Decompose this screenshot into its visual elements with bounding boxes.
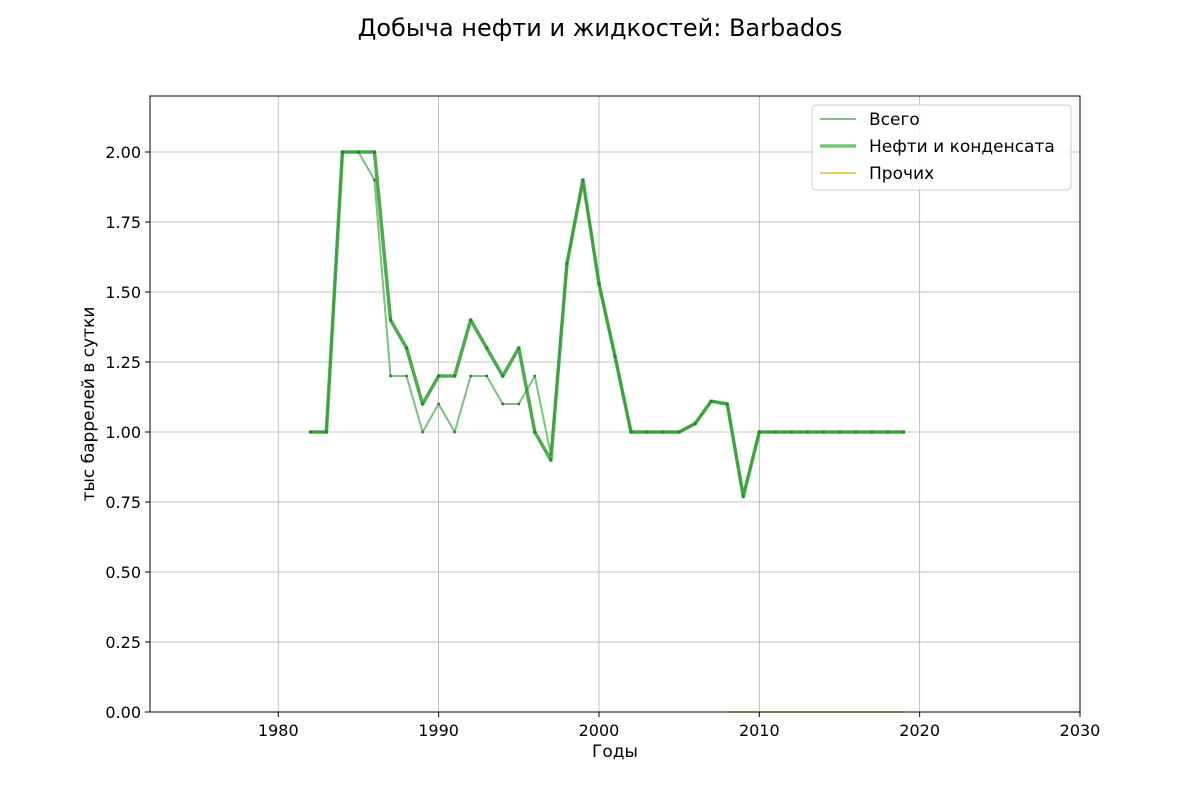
data-point-oil <box>565 262 569 266</box>
y-tick-label: 0.75 <box>105 493 141 512</box>
x-tick-label: 2000 <box>579 721 620 740</box>
series-line-oil <box>310 150 904 499</box>
data-point-oil <box>854 430 858 434</box>
data-point-total <box>501 402 505 406</box>
data-point-oil <box>693 422 697 426</box>
data-point-oil <box>469 318 473 322</box>
x-tick-label: 2020 <box>899 721 940 740</box>
data-point-total <box>373 178 376 182</box>
data-point-oil <box>421 402 425 406</box>
data-point-oil <box>629 430 633 434</box>
x-tick-label: 1990 <box>418 721 459 740</box>
data-point-oil <box>501 374 505 378</box>
data-point-total <box>453 430 456 434</box>
data-point-oil <box>821 430 825 434</box>
x-tick-label: 1980 <box>258 721 299 740</box>
series-oil <box>308 150 906 499</box>
data-point-total <box>389 374 392 378</box>
data-point-oil <box>533 430 537 434</box>
y-axis-label: тыс баррелей в сутки <box>79 307 99 502</box>
data-point-oil <box>773 430 777 434</box>
data-point-oil <box>597 282 601 286</box>
legend-label-total: Всего <box>869 110 920 130</box>
data-point-oil <box>437 374 441 378</box>
data-point-oil <box>741 494 745 498</box>
x-axis-ticks: 1980 1990 2000 2010 2020 2030 <box>258 712 1100 740</box>
x-tick-label: 2010 <box>739 721 780 740</box>
data-point-oil <box>485 346 489 350</box>
data-point-oil <box>902 430 906 434</box>
y-tick-label: 0.00 <box>105 703 141 722</box>
series-layer <box>308 150 906 713</box>
data-point-oil <box>805 430 809 434</box>
legend: Всего Нефти и конденсата Прочих <box>811 104 1072 191</box>
data-point-oil <box>661 430 665 434</box>
data-point-oil <box>453 374 457 378</box>
y-tick-label: 1.50 <box>105 283 141 302</box>
data-point-total <box>469 374 472 378</box>
data-point-oil <box>645 430 649 434</box>
data-point-oil <box>613 354 617 358</box>
data-point-oil <box>789 430 793 434</box>
legend-label-oil: Нефти и конденсата <box>869 137 1055 157</box>
data-point-oil <box>886 430 890 434</box>
data-point-oil <box>340 150 344 154</box>
data-point-oil <box>581 178 585 182</box>
data-point-oil <box>870 430 874 434</box>
data-point-total <box>485 374 488 378</box>
y-tick-label: 0.50 <box>105 563 141 582</box>
data-point-oil <box>356 150 360 154</box>
data-point-total <box>437 402 440 406</box>
data-point-total <box>421 430 424 434</box>
data-point-oil <box>324 430 328 434</box>
x-tick-label: 2030 <box>1060 721 1101 740</box>
data-point-oil <box>372 150 376 154</box>
y-tick-label: 1.75 <box>105 213 141 232</box>
y-tick-label: 1.25 <box>105 353 141 372</box>
data-point-total <box>405 374 408 378</box>
x-axis-label: Годы <box>592 742 638 762</box>
data-point-oil <box>757 430 761 434</box>
y-tick-label: 1.00 <box>105 423 141 442</box>
data-point-total <box>533 374 537 378</box>
data-point-oil <box>677 430 681 434</box>
data-point-oil <box>405 346 409 350</box>
y-tick-label: 0.25 <box>105 633 141 652</box>
chart-title: Добыча нефти и жидкостей: Barbados <box>358 14 843 42</box>
data-point-total <box>517 402 521 406</box>
data-point-oil <box>389 318 393 322</box>
plot-frame <box>149 95 1081 713</box>
y-tick-label: 2.00 <box>105 143 141 162</box>
legend-label-other: Прочих <box>869 164 934 184</box>
data-point-oil <box>549 458 553 462</box>
data-point-oil <box>725 402 729 406</box>
y-axis-ticks: 0.00 0.25 0.50 0.75 1.00 1.25 1.50 1.75 2.00 <box>105 143 150 722</box>
data-point-oil <box>517 346 521 350</box>
legend-box <box>811 104 1072 191</box>
data-point-oil <box>709 399 713 403</box>
data-point-oil <box>837 430 841 434</box>
data-point-oil <box>308 430 312 434</box>
